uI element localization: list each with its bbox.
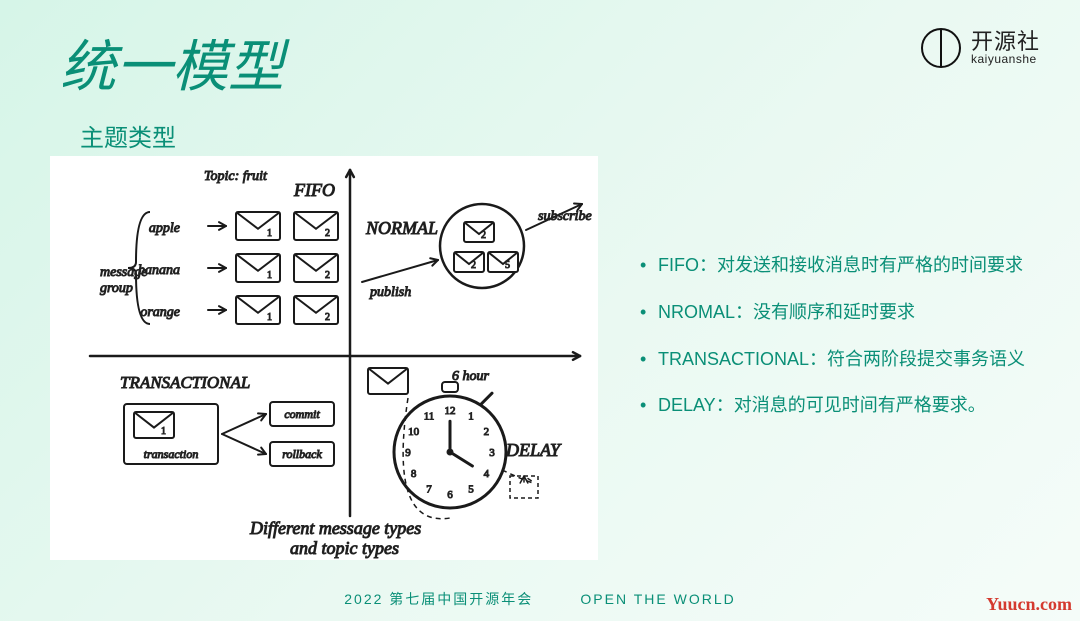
svg-text:9: 9 — [405, 447, 411, 459]
svg-text:publish: publish — [369, 285, 411, 300]
svg-text:TRANSACTIONAL: TRANSACTIONAL — [120, 373, 250, 392]
svg-text:rollback: rollback — [282, 447, 322, 461]
bullet-item: TRANSACTIONAL：符合两阶段提交事务语义 — [640, 336, 1050, 383]
bullet-item: FIFO：对发送和接收消息时有严格的时间要求 — [640, 242, 1050, 289]
svg-text:1: 1 — [267, 228, 272, 239]
page-title: 统一模型 — [60, 22, 284, 103]
svg-text:1: 1 — [267, 312, 272, 323]
bullet-list: FIFO：对发送和接收消息时有严格的时间要求 NROMAL：没有顺序和延时要求 … — [640, 242, 1050, 429]
watermark: Yuucn.com — [986, 594, 1072, 615]
svg-text:1: 1 — [468, 411, 474, 423]
svg-text:2: 2 — [481, 230, 486, 241]
svg-text:8: 8 — [411, 468, 417, 480]
footer-left: 2022 第七届中国开源年会 — [344, 591, 533, 607]
svg-text:FIFO: FIFO — [293, 180, 335, 200]
svg-text:2: 2 — [471, 260, 476, 271]
diagram-svg: FIFOTopic: fruitmessagegroupapple12banan… — [50, 156, 598, 560]
svg-text:2: 2 — [325, 312, 330, 323]
svg-text:10: 10 — [408, 426, 420, 438]
footer: 2022 第七届中国开源年会 OPEN THE WORLD — [0, 589, 1080, 609]
svg-text:2: 2 — [325, 270, 330, 281]
svg-text:and topic types: and topic types — [290, 538, 399, 558]
svg-text:7: 7 — [426, 483, 432, 495]
logo-icon — [921, 28, 961, 68]
svg-text:DELAY: DELAY — [505, 440, 562, 460]
bullet-item: NROMAL：没有顺序和延时要求 — [640, 289, 1050, 336]
svg-text:Topic: fruit: Topic: fruit — [204, 169, 268, 184]
logo-text-en: kaiyuanshe — [971, 53, 1040, 65]
svg-text:11: 11 — [424, 411, 435, 423]
logo-text-cn: 开源社 — [971, 31, 1040, 53]
svg-text:1: 1 — [267, 270, 272, 281]
svg-text:1: 1 — [161, 426, 166, 437]
svg-text:4: 4 — [484, 468, 490, 480]
svg-text:banana: banana — [138, 263, 180, 278]
svg-text:2: 2 — [484, 426, 490, 438]
subtitle: 主题类型 — [80, 118, 176, 153]
svg-text:subscribe: subscribe — [538, 209, 592, 224]
svg-text:apple: apple — [149, 221, 180, 236]
svg-text:12: 12 — [445, 405, 456, 417]
logo: 开源社 kaiyuanshe — [921, 28, 1040, 68]
diagram-panel: FIFOTopic: fruitmessagegroupapple12banan… — [50, 156, 598, 560]
svg-text:NORMAL: NORMAL — [365, 218, 438, 238]
svg-text:orange: orange — [140, 305, 180, 320]
svg-text:group: group — [100, 281, 133, 296]
svg-text:5: 5 — [468, 483, 474, 495]
svg-text:commit: commit — [284, 407, 320, 421]
svg-text:2: 2 — [325, 228, 330, 239]
bullet-item: DELAY：对消息的可见时间有严格要求。 — [640, 382, 1050, 429]
svg-text:3: 3 — [489, 447, 495, 459]
footer-right: OPEN THE WORLD — [580, 591, 735, 607]
svg-text:transaction: transaction — [144, 447, 199, 461]
svg-text:6: 6 — [447, 489, 453, 501]
svg-text:Different message types: Different message types — [249, 518, 421, 538]
svg-text:5: 5 — [505, 260, 510, 271]
